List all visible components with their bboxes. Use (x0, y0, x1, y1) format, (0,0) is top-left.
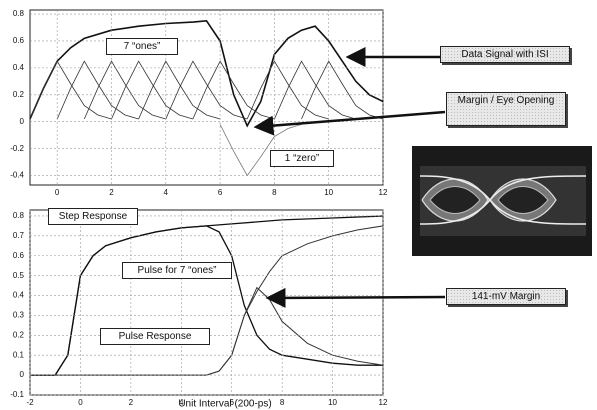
y-tick-label: 0.7 (13, 231, 25, 240)
x-tick-label: -2 (26, 398, 34, 407)
y-tick-label: -0.1 (10, 390, 24, 399)
x-tick-label: 6 (218, 188, 223, 197)
series-line (84, 61, 166, 119)
eye-diagram (412, 146, 592, 256)
annotation: 1 “zero” (270, 150, 334, 167)
arrow (268, 297, 445, 298)
x-tick-label: 8 (272, 188, 277, 197)
annotation: Data Signal with ISI (440, 46, 570, 63)
y-tick-label: -0.2 (10, 144, 24, 153)
y-tick-label: 0.6 (13, 36, 25, 45)
series-line (30, 226, 383, 375)
annotation: Pulse for 7 “ones” (122, 262, 232, 279)
series-line (57, 61, 138, 119)
series-line (302, 61, 384, 119)
x-axis-label: Unit Interval (200-ps) (178, 399, 271, 410)
arrow (256, 112, 445, 127)
series-line (139, 61, 221, 119)
series-line (30, 21, 383, 126)
series-line (112, 61, 193, 119)
x-tick-label: 12 (379, 188, 388, 197)
annotation: 7 “ones” (106, 38, 178, 55)
x-tick-label: 4 (164, 188, 169, 197)
y-tick-label: 0.8 (13, 211, 25, 220)
y-tick-label: 0.2 (13, 330, 25, 339)
y-tick-label: 0 (20, 370, 25, 379)
y-tick-label: 0.3 (13, 311, 25, 320)
y-tick-label: 0.4 (13, 291, 25, 300)
annotation: Step Response (48, 208, 138, 225)
annotation: Margin / Eye Opening (446, 92, 566, 126)
series-line (193, 61, 275, 119)
x-tick-label: 0 (78, 398, 83, 407)
y-tick-label: 0.8 (13, 9, 25, 18)
series-line (166, 61, 247, 119)
y-tick-label: 0 (20, 117, 25, 126)
plot-frame (30, 210, 383, 395)
series-line (30, 226, 383, 375)
x-tick-label: 2 (129, 398, 134, 407)
annotation: Pulse Response (100, 328, 210, 345)
series-line (274, 61, 355, 119)
y-tick-label: 0.1 (13, 350, 25, 359)
y-tick-label: -0.4 (10, 171, 24, 180)
y-tick-label: 0.5 (13, 271, 25, 280)
x-tick-label: 2 (109, 188, 114, 197)
x-tick-label: 10 (324, 188, 333, 197)
series-line (247, 61, 329, 119)
x-tick-label: 12 (379, 398, 388, 407)
x-tick-label: 10 (328, 398, 337, 407)
page: 0.8 0.6 0.4 0.2 0 -0.2 -0.4 0 2 4 6 8 10 12 0.8 0.7 0.6 0… (0, 0, 597, 410)
x-tick-label: 8 (280, 398, 285, 407)
x-tick-label: 0 (55, 188, 60, 197)
y-tick-label: 0.2 (13, 90, 25, 99)
y-tick-label: 0.6 (13, 251, 25, 260)
annotation: 141-mV Margin (446, 288, 566, 305)
y-tick-label: 0.4 (13, 63, 25, 72)
